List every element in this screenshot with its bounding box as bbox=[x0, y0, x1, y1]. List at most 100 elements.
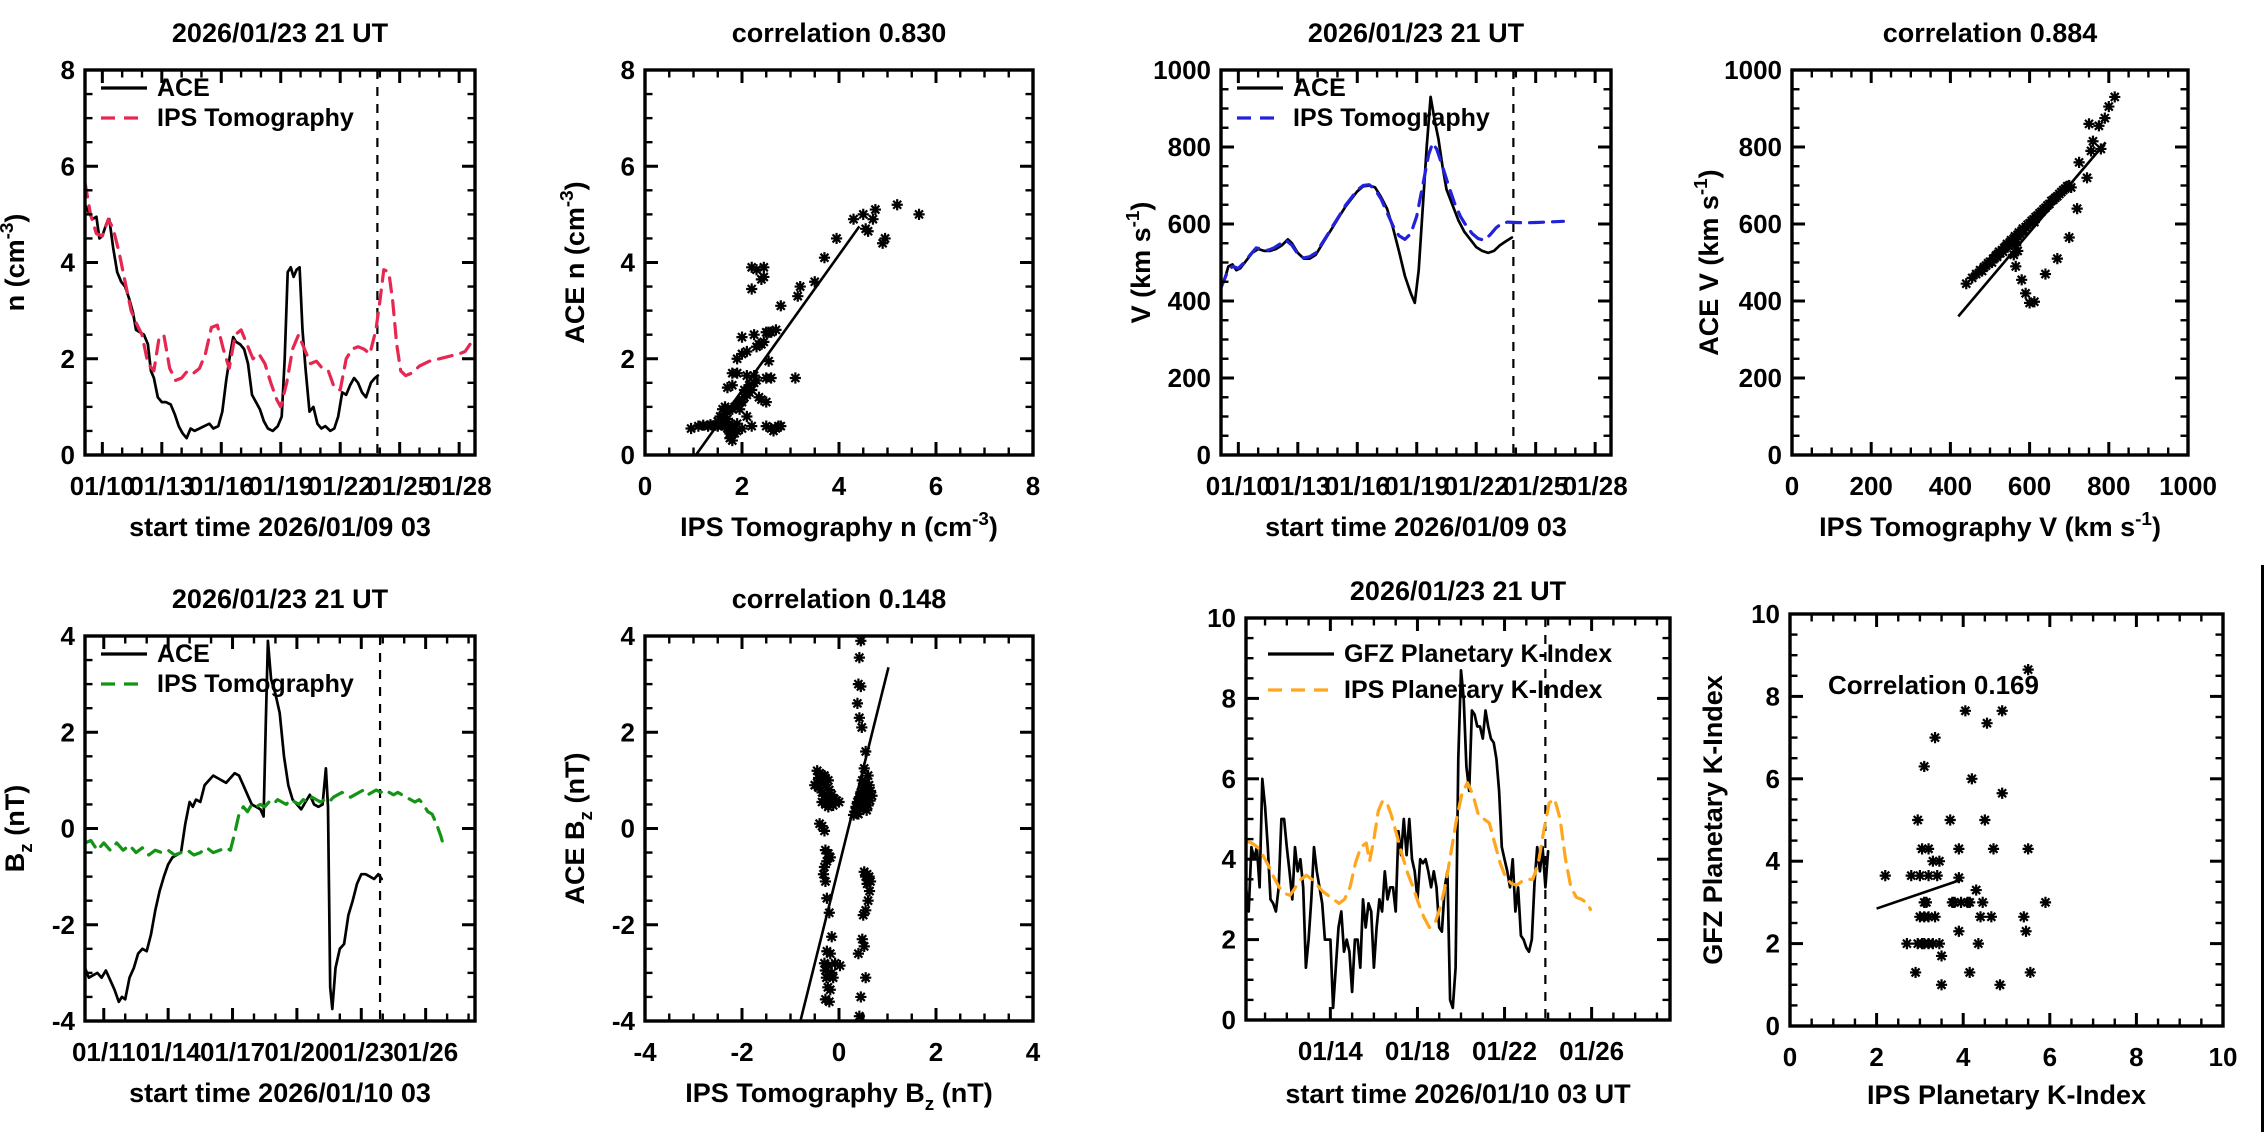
svg-text:2026/01/23 21 UT: 2026/01/23 21 UT bbox=[1350, 576, 1567, 606]
svg-text:IPS Tomography n (cm-3): IPS Tomography n (cm-3) bbox=[680, 509, 998, 542]
svg-text:01/20: 01/20 bbox=[264, 1037, 329, 1067]
svg-text:0: 0 bbox=[1222, 1005, 1236, 1035]
scatter-points bbox=[1879, 664, 2052, 991]
svg-text:10: 10 bbox=[2209, 1042, 2238, 1072]
panel-kindex-scatter: IPS Planetary K-Index GFZ Planetary K-Ind… bbox=[1698, 599, 2237, 1110]
panel-velocity-timeseries: 2026/01/23 21 UT start time 2026/01/09 03… bbox=[1123, 18, 1628, 542]
svg-text:01/14: 01/14 bbox=[1298, 1036, 1364, 1066]
svg-text:GFZ Planetary K-Index: GFZ Planetary K-Index bbox=[1344, 640, 1612, 668]
svg-text:4: 4 bbox=[621, 248, 636, 278]
svg-text:2: 2 bbox=[1222, 925, 1236, 955]
svg-text:ACE V (km s-1): ACE V (km s-1) bbox=[1691, 169, 1724, 355]
svg-text:2: 2 bbox=[1869, 1042, 1883, 1072]
svg-text:0: 0 bbox=[621, 440, 635, 470]
svg-text:ACE Bz (nT): ACE Bz (nT) bbox=[560, 753, 597, 905]
svg-text:start time 2026/01/10 03: start time 2026/01/10 03 bbox=[129, 1078, 431, 1108]
svg-text:2: 2 bbox=[61, 344, 75, 374]
svg-text:6: 6 bbox=[2043, 1042, 2057, 1072]
svg-text:400: 400 bbox=[1168, 286, 1211, 316]
svg-text:2: 2 bbox=[735, 471, 749, 501]
svg-text:4: 4 bbox=[1766, 846, 1781, 876]
svg-text:800: 800 bbox=[1168, 132, 1211, 162]
scatter-points bbox=[685, 199, 925, 447]
fit-line bbox=[694, 225, 861, 455]
svg-text:0: 0 bbox=[1768, 440, 1782, 470]
svg-text:01/25: 01/25 bbox=[1503, 471, 1568, 501]
svg-text:0: 0 bbox=[1766, 1011, 1780, 1041]
svg-text:start time 2026/01/09 03: start time 2026/01/09 03 bbox=[1265, 512, 1567, 542]
series-gfz-planetary-k-index bbox=[1246, 668, 1550, 1010]
svg-text:6: 6 bbox=[1766, 764, 1780, 794]
svg-text:2: 2 bbox=[621, 717, 635, 747]
svg-text:GFZ Planetary K-Index: GFZ Planetary K-Index bbox=[1698, 675, 1728, 965]
svg-text:01/22: 01/22 bbox=[308, 471, 373, 501]
svg-text:800: 800 bbox=[1739, 132, 1782, 162]
svg-text:correlation 0.884: correlation 0.884 bbox=[1883, 18, 2098, 48]
svg-text:2: 2 bbox=[61, 717, 75, 747]
svg-text:4: 4 bbox=[621, 621, 636, 651]
svg-text:01/14: 01/14 bbox=[136, 1037, 202, 1067]
series-ips-tomography bbox=[85, 788, 445, 857]
svg-text:01/13: 01/13 bbox=[129, 471, 194, 501]
fit-line bbox=[1876, 878, 1962, 910]
panel-bz-scatter: correlation 0.148 IPS Tomography Bz (nT) A… bbox=[560, 584, 1041, 1115]
svg-text:1000: 1000 bbox=[1724, 55, 1782, 85]
svg-text:01/26: 01/26 bbox=[393, 1037, 458, 1067]
svg-text:V (km s-1): V (km s-1) bbox=[1123, 202, 1156, 324]
svg-text:2: 2 bbox=[929, 1037, 943, 1067]
svg-text:01/23: 01/23 bbox=[329, 1037, 394, 1067]
svg-text:01/19: 01/19 bbox=[1384, 471, 1449, 501]
svg-text:600: 600 bbox=[1739, 209, 1782, 239]
svg-text:10: 10 bbox=[1207, 603, 1236, 633]
svg-text:IPS Tomography V (km s-1): IPS Tomography V (km s-1) bbox=[1819, 509, 2161, 542]
series-ace bbox=[85, 203, 380, 440]
svg-text:ACE: ACE bbox=[157, 640, 210, 668]
svg-text:0: 0 bbox=[1785, 471, 1799, 501]
svg-text:400: 400 bbox=[1929, 471, 1972, 501]
svg-text:200: 200 bbox=[1739, 363, 1782, 393]
svg-text:8: 8 bbox=[1222, 683, 1236, 713]
axes-frame bbox=[643, 68, 1035, 457]
svg-text:01/11: 01/11 bbox=[72, 1037, 136, 1067]
svg-text:4: 4 bbox=[1026, 1037, 1041, 1067]
svg-text:start time 2026/01/10 03 UT: start time 2026/01/10 03 UT bbox=[1285, 1079, 1631, 1109]
svg-text:ACE n (cm-3): ACE n (cm-3) bbox=[557, 181, 590, 343]
svg-text:0: 0 bbox=[621, 814, 635, 844]
series-ips-tomography bbox=[85, 181, 472, 409]
panel-velocity-scatter: correlation 0.884 IPS Tomography V (km s-… bbox=[1691, 18, 2217, 542]
svg-text:4: 4 bbox=[61, 248, 76, 278]
svg-text:01/18: 01/18 bbox=[1385, 1036, 1450, 1066]
svg-text:-4: -4 bbox=[612, 1006, 636, 1036]
svg-text:01/22: 01/22 bbox=[1472, 1036, 1537, 1066]
fit-line bbox=[1957, 141, 2107, 318]
svg-text:4: 4 bbox=[1222, 844, 1237, 874]
svg-text:6: 6 bbox=[1222, 764, 1236, 794]
svg-text:8: 8 bbox=[1766, 681, 1780, 711]
svg-text:400: 400 bbox=[1739, 286, 1782, 316]
svg-text:IPS Tomography: IPS Tomography bbox=[1293, 104, 1490, 132]
svg-text:01/16: 01/16 bbox=[189, 471, 254, 501]
svg-text:-2: -2 bbox=[730, 1037, 753, 1067]
series-ips-tomography bbox=[1221, 141, 1565, 290]
svg-text:0: 0 bbox=[638, 471, 652, 501]
svg-text:01/28: 01/28 bbox=[1563, 471, 1628, 501]
svg-text:n (cm-3): n (cm-3) bbox=[0, 214, 30, 312]
svg-text:2: 2 bbox=[621, 344, 635, 374]
svg-text:-4: -4 bbox=[52, 1006, 76, 1036]
svg-text:start time 2026/01/09 03: start time 2026/01/09 03 bbox=[129, 512, 431, 542]
series-ips-planetary-k-index bbox=[1246, 781, 1593, 930]
svg-text:0: 0 bbox=[1197, 440, 1211, 470]
panel-density-scatter: correlation 0.830 IPS Tomography n (cm-3)… bbox=[557, 18, 1040, 542]
svg-text:10: 10 bbox=[1751, 599, 1780, 629]
svg-text:4: 4 bbox=[61, 621, 76, 651]
svg-text:600: 600 bbox=[1168, 209, 1211, 239]
svg-text:2026/01/23 21 UT: 2026/01/23 21 UT bbox=[172, 18, 389, 48]
svg-text:-4: -4 bbox=[633, 1037, 657, 1067]
svg-text:0: 0 bbox=[832, 1037, 846, 1067]
svg-text:4: 4 bbox=[832, 471, 847, 501]
svg-text:01/13: 01/13 bbox=[1265, 471, 1330, 501]
panel-kindex-timeseries: 2026/01/23 21 UT start time 2026/01/10 03… bbox=[1207, 576, 1672, 1109]
svg-text:2026/01/23 21 UT: 2026/01/23 21 UT bbox=[172, 584, 389, 614]
